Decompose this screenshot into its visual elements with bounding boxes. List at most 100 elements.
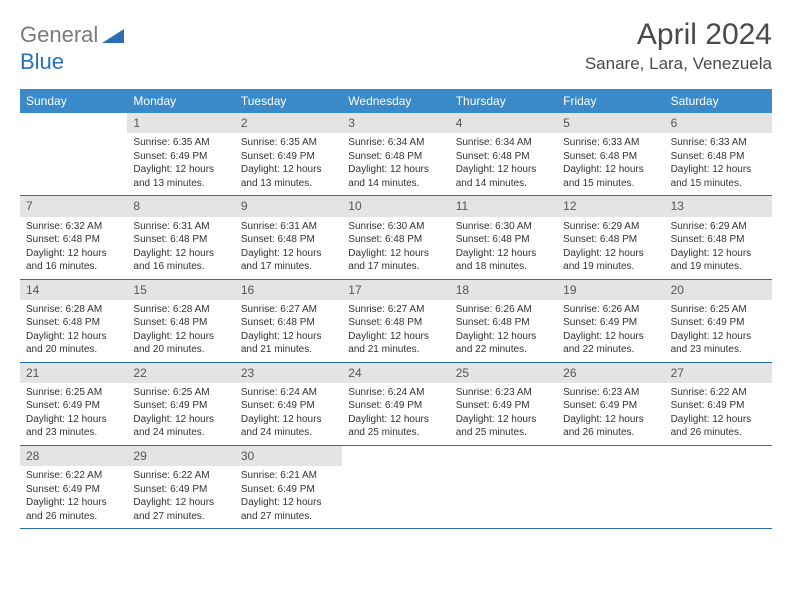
week-row: 21Sunrise: 6:25 AMSunset: 6:49 PMDayligh… — [20, 363, 772, 446]
day-number: 27 — [665, 363, 772, 383]
day-number: 24 — [342, 363, 449, 383]
sunset-line: Sunset: 6:48 PM — [671, 150, 766, 164]
day-cell: 3Sunrise: 6:34 AMSunset: 6:48 PMDaylight… — [342, 113, 449, 195]
day-number: 11 — [450, 196, 557, 216]
day-number: 17 — [342, 280, 449, 300]
sunrise-line: Sunrise: 6:31 AM — [241, 220, 336, 234]
sunset-line: Sunset: 6:49 PM — [563, 399, 658, 413]
sunset-line: Sunset: 6:48 PM — [563, 150, 658, 164]
day-body: Sunrise: 6:29 AMSunset: 6:48 PMDaylight:… — [665, 217, 772, 279]
day-number: 5 — [557, 113, 664, 133]
day-cell: 30Sunrise: 6:21 AMSunset: 6:49 PMDayligh… — [235, 446, 342, 528]
daylight-line: Daylight: 12 hours and 21 minutes. — [241, 330, 336, 357]
day-number: 16 — [235, 280, 342, 300]
sunrise-line: Sunrise: 6:25 AM — [671, 303, 766, 317]
day-cell: 15Sunrise: 6:28 AMSunset: 6:48 PMDayligh… — [127, 280, 234, 362]
sunrise-line: Sunrise: 6:34 AM — [348, 136, 443, 150]
day-cell: 27Sunrise: 6:22 AMSunset: 6:49 PMDayligh… — [665, 363, 772, 445]
day-body: Sunrise: 6:23 AMSunset: 6:49 PMDaylight:… — [557, 383, 664, 445]
daylight-line: Daylight: 12 hours and 13 minutes. — [133, 163, 228, 190]
day-number — [450, 446, 557, 450]
day-body: Sunrise: 6:25 AMSunset: 6:49 PMDaylight:… — [665, 300, 772, 362]
day-number: 9 — [235, 196, 342, 216]
day-number — [342, 446, 449, 450]
day-body: Sunrise: 6:27 AMSunset: 6:48 PMDaylight:… — [235, 300, 342, 362]
calendar: SundayMondayTuesdayWednesdayThursdayFrid… — [20, 89, 772, 529]
day-cell: 18Sunrise: 6:26 AMSunset: 6:48 PMDayligh… — [450, 280, 557, 362]
day-number: 12 — [557, 196, 664, 216]
day-cell: 1Sunrise: 6:35 AMSunset: 6:49 PMDaylight… — [127, 113, 234, 195]
daylight-line: Daylight: 12 hours and 22 minutes. — [563, 330, 658, 357]
sunset-line: Sunset: 6:49 PM — [241, 483, 336, 497]
day-body: Sunrise: 6:27 AMSunset: 6:48 PMDaylight:… — [342, 300, 449, 362]
day-body: Sunrise: 6:31 AMSunset: 6:48 PMDaylight:… — [127, 217, 234, 279]
daylight-line: Daylight: 12 hours and 25 minutes. — [348, 413, 443, 440]
day-body: Sunrise: 6:21 AMSunset: 6:49 PMDaylight:… — [235, 466, 342, 528]
sunrise-line: Sunrise: 6:31 AM — [133, 220, 228, 234]
sunset-line: Sunset: 6:48 PM — [456, 316, 551, 330]
sunrise-line: Sunrise: 6:35 AM — [241, 136, 336, 150]
daylight-line: Daylight: 12 hours and 24 minutes. — [241, 413, 336, 440]
day-number: 14 — [20, 280, 127, 300]
sunrise-line: Sunrise: 6:29 AM — [563, 220, 658, 234]
sunrise-line: Sunrise: 6:25 AM — [26, 386, 121, 400]
day-cell: 13Sunrise: 6:29 AMSunset: 6:48 PMDayligh… — [665, 196, 772, 278]
sunset-line: Sunset: 6:48 PM — [26, 233, 121, 247]
day-cell: 16Sunrise: 6:27 AMSunset: 6:48 PMDayligh… — [235, 280, 342, 362]
daylight-line: Daylight: 12 hours and 14 minutes. — [456, 163, 551, 190]
daylight-line: Daylight: 12 hours and 26 minutes. — [26, 496, 121, 523]
sunrise-line: Sunrise: 6:27 AM — [241, 303, 336, 317]
dow-cell: Sunday — [20, 89, 127, 113]
day-number: 19 — [557, 280, 664, 300]
sunrise-line: Sunrise: 6:30 AM — [348, 220, 443, 234]
sunrise-line: Sunrise: 6:22 AM — [671, 386, 766, 400]
day-number: 20 — [665, 280, 772, 300]
day-number: 13 — [665, 196, 772, 216]
sunrise-line: Sunrise: 6:28 AM — [133, 303, 228, 317]
daylight-line: Daylight: 12 hours and 27 minutes. — [133, 496, 228, 523]
day-number: 6 — [665, 113, 772, 133]
day-cell: 21Sunrise: 6:25 AMSunset: 6:49 PMDayligh… — [20, 363, 127, 445]
day-cell: 5Sunrise: 6:33 AMSunset: 6:48 PMDaylight… — [557, 113, 664, 195]
logo: General Blue — [20, 18, 124, 75]
sunrise-line: Sunrise: 6:33 AM — [671, 136, 766, 150]
sunrise-line: Sunrise: 6:27 AM — [348, 303, 443, 317]
day-cell: 6Sunrise: 6:33 AMSunset: 6:48 PMDaylight… — [665, 113, 772, 195]
sunset-line: Sunset: 6:48 PM — [241, 233, 336, 247]
sunset-line: Sunset: 6:49 PM — [133, 150, 228, 164]
daylight-line: Daylight: 12 hours and 19 minutes. — [563, 247, 658, 274]
day-cell — [342, 446, 449, 528]
day-number: 3 — [342, 113, 449, 133]
daylight-line: Daylight: 12 hours and 26 minutes. — [563, 413, 658, 440]
day-body: Sunrise: 6:34 AMSunset: 6:48 PMDaylight:… — [450, 133, 557, 195]
day-body: Sunrise: 6:22 AMSunset: 6:49 PMDaylight:… — [20, 466, 127, 528]
day-cell: 20Sunrise: 6:25 AMSunset: 6:49 PMDayligh… — [665, 280, 772, 362]
day-body: Sunrise: 6:32 AMSunset: 6:48 PMDaylight:… — [20, 217, 127, 279]
daylight-line: Daylight: 12 hours and 20 minutes. — [133, 330, 228, 357]
day-cell: 10Sunrise: 6:30 AMSunset: 6:48 PMDayligh… — [342, 196, 449, 278]
day-body: Sunrise: 6:35 AMSunset: 6:49 PMDaylight:… — [127, 133, 234, 195]
day-number: 18 — [450, 280, 557, 300]
day-number: 1 — [127, 113, 234, 133]
daylight-line: Daylight: 12 hours and 19 minutes. — [671, 247, 766, 274]
day-of-week-header: SundayMondayTuesdayWednesdayThursdayFrid… — [20, 89, 772, 113]
day-body: Sunrise: 6:29 AMSunset: 6:48 PMDaylight:… — [557, 217, 664, 279]
daylight-line: Daylight: 12 hours and 23 minutes. — [671, 330, 766, 357]
sunset-line: Sunset: 6:48 PM — [348, 150, 443, 164]
day-number: 26 — [557, 363, 664, 383]
sunset-line: Sunset: 6:49 PM — [241, 399, 336, 413]
day-cell: 2Sunrise: 6:35 AMSunset: 6:49 PMDaylight… — [235, 113, 342, 195]
daylight-line: Daylight: 12 hours and 27 minutes. — [241, 496, 336, 523]
day-cell: 19Sunrise: 6:26 AMSunset: 6:49 PMDayligh… — [557, 280, 664, 362]
day-number: 21 — [20, 363, 127, 383]
day-cell — [665, 446, 772, 528]
day-cell: 22Sunrise: 6:25 AMSunset: 6:49 PMDayligh… — [127, 363, 234, 445]
daylight-line: Daylight: 12 hours and 16 minutes. — [26, 247, 121, 274]
location-text: Sanare, Lara, Venezuela — [585, 54, 772, 74]
daylight-line: Daylight: 12 hours and 16 minutes. — [133, 247, 228, 274]
day-body: Sunrise: 6:25 AMSunset: 6:49 PMDaylight:… — [127, 383, 234, 445]
day-cell: 12Sunrise: 6:29 AMSunset: 6:48 PMDayligh… — [557, 196, 664, 278]
sunrise-line: Sunrise: 6:30 AM — [456, 220, 551, 234]
week-row: 7Sunrise: 6:32 AMSunset: 6:48 PMDaylight… — [20, 196, 772, 279]
sunrise-line: Sunrise: 6:24 AM — [348, 386, 443, 400]
